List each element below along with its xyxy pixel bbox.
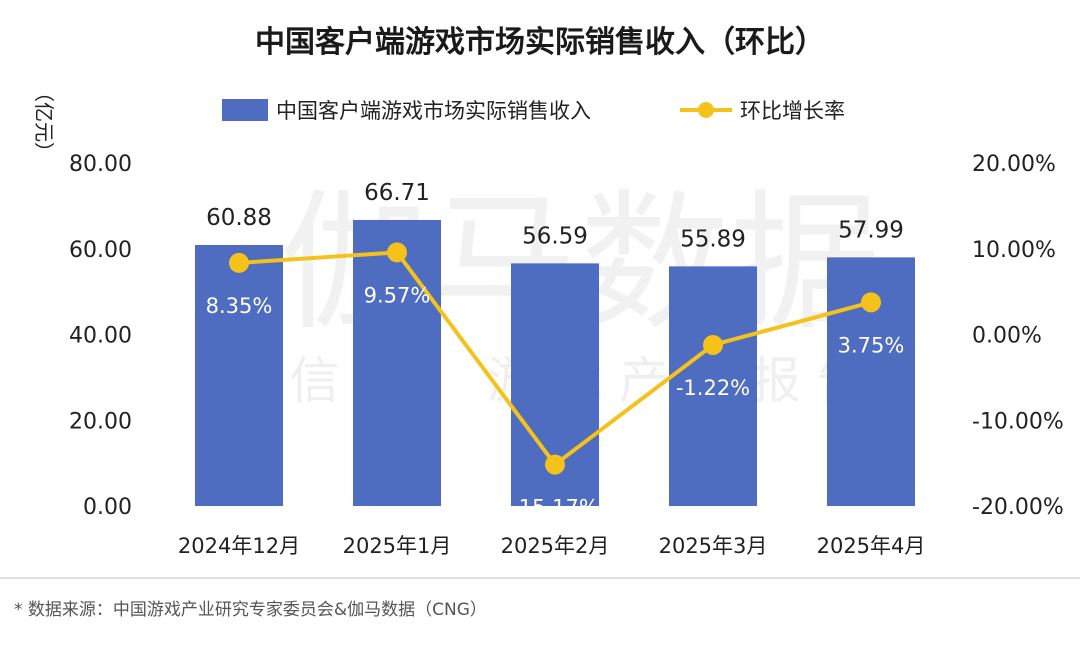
- y-right-tick-label: 0.00%: [972, 324, 1042, 349]
- growth-point: [861, 292, 881, 313]
- x-category-label: 2025年4月: [817, 534, 926, 558]
- bar-value-label: 66.71: [364, 180, 430, 206]
- growth-label: 9.57%: [364, 283, 431, 307]
- y-right-tick-label: 10.00%: [972, 238, 1056, 263]
- y-right-tick-label: -10.00%: [972, 409, 1064, 434]
- bar-value-labels: 60.88 66.71 56.59 55.89 57.99: [206, 180, 904, 252]
- legend-swatch-bar: [222, 99, 268, 121]
- growth-point: [229, 252, 249, 273]
- bar-value-label: 56.59: [522, 223, 588, 249]
- bar-value-label: 55.89: [680, 226, 746, 252]
- legend: 中国客户端游戏市场实际销售收入 环比增长率: [222, 99, 845, 123]
- legend-label-bar: 中国客户端游戏市场实际销售收入: [276, 99, 591, 123]
- bar-value-label: 60.88: [206, 205, 272, 231]
- growth-label: -15.17%: [511, 496, 599, 520]
- growth-labels: 8.35% 9.57% -15.17% -1.22% 3.75%: [206, 283, 905, 519]
- bars: [195, 219, 915, 507]
- growth-point: [703, 334, 723, 355]
- y-left-tick-label: 20.00: [69, 409, 132, 434]
- x-category-label: 2024年12月: [178, 534, 300, 558]
- y-right-tick-label: -20.00%: [972, 495, 1064, 520]
- y-left-tick-label: 40.00: [69, 324, 132, 349]
- chart-title: 中国客户端游戏市场实际销售收入（环比）: [255, 25, 825, 60]
- y-left-tick-label: 0.00: [83, 495, 132, 520]
- y-left-ticks: 0.00 20.00 40.00 60.00 80.00: [69, 152, 132, 520]
- growth-line: [229, 242, 881, 475]
- growth-point: [545, 454, 565, 475]
- growth-label: 3.75%: [838, 333, 905, 357]
- legend-label-line: 环比增长率: [740, 99, 845, 123]
- bar: [353, 219, 441, 506]
- y-left-unit: （亿元）: [32, 82, 56, 162]
- growth-label: -1.22%: [676, 376, 750, 400]
- x-category-label: 2025年2月: [501, 534, 610, 558]
- y-left-tick-label: 60.00: [69, 238, 132, 263]
- bar: [669, 266, 757, 506]
- bar: [195, 244, 283, 507]
- y-right-ticks: -20.00% -10.00% 0.00% 10.00% 20.00%: [972, 152, 1064, 520]
- growth-label: 8.35%: [206, 294, 273, 318]
- growth-point: [387, 242, 407, 263]
- x-category-label: 2025年1月: [343, 534, 452, 558]
- x-category-labels: 2024年12月 2025年1月 2025年2月 2025年3月 2025年4月: [178, 534, 925, 558]
- y-right-tick-label: 20.00%: [972, 152, 1056, 177]
- bar-value-label: 57.99: [838, 217, 904, 243]
- source-note: * 数据来源：中国游戏产业研究专家委员会&伽马数据（CNG）: [14, 600, 487, 620]
- x-category-label: 2025年3月: [659, 534, 768, 558]
- y-left-tick-label: 80.00: [69, 152, 132, 177]
- legend-swatch-marker: [698, 102, 714, 118]
